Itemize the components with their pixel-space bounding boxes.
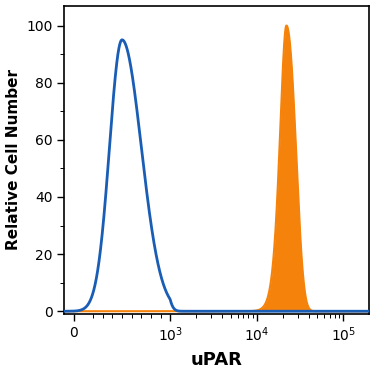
X-axis label: uPAR: uPAR xyxy=(191,351,243,369)
Y-axis label: Relative Cell Number: Relative Cell Number xyxy=(6,69,21,251)
